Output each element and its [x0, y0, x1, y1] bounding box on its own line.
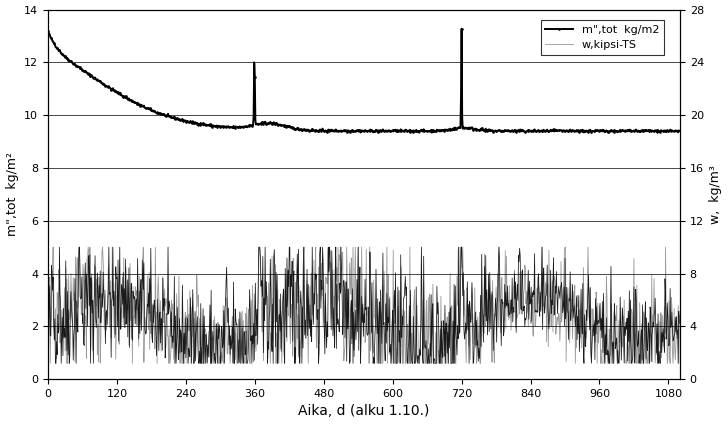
m",tot  kg/m2 [92, 77, 100, 82]
m",tot  kg/m2 [305, 128, 314, 133]
m",tot  kg/m2 [675, 128, 684, 133]
w,kipsi-TS [652, 349, 660, 354]
m",tot  kg/m2 [651, 128, 660, 133]
w,kipsi-TS [44, 358, 52, 363]
w,kipsi-TS [306, 323, 315, 328]
w,kipsi-TS [530, 301, 539, 306]
m",tot  kg/m2 [74, 64, 83, 70]
Legend: m",tot  kg/m2, w,kipsi-TS: m",tot kg/m2, w,kipsi-TS [541, 20, 664, 55]
w,kipsi-TS [205, 329, 213, 334]
Line: m",tot  kg/m2: m",tot kg/m2 [47, 28, 680, 134]
w,kipsi-TS [46, 361, 55, 366]
w,kipsi-TS [93, 352, 102, 357]
m",tot  kg/m2 [653, 130, 662, 135]
m",tot  kg/m2 [203, 123, 212, 128]
w,kipsi-TS [75, 248, 84, 254]
m",tot  kg/m2 [457, 26, 466, 31]
X-axis label: Aika, d (alku 1.10.): Aika, d (alku 1.10.) [298, 404, 430, 418]
w,kipsi-TS [49, 245, 58, 250]
Y-axis label: w,  kg/m³: w, kg/m³ [710, 165, 722, 224]
Line: w,kipsi-TS: w,kipsi-TS [48, 247, 679, 363]
m",tot  kg/m2 [530, 128, 539, 134]
Y-axis label: m",tot  kg/m²: m",tot kg/m² [6, 152, 18, 236]
m",tot  kg/m2 [44, 28, 52, 33]
w,kipsi-TS [675, 313, 684, 318]
